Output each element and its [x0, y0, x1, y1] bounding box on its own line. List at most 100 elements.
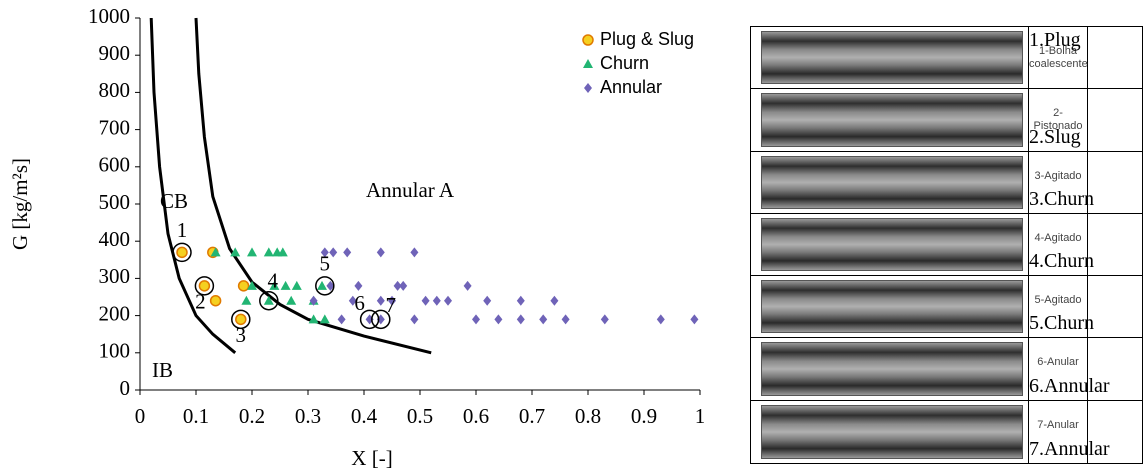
- flow-label: 6.Annular: [1029, 374, 1110, 397]
- x-tick-label: 0.4: [351, 404, 378, 428]
- y-tick-label: 600: [99, 153, 131, 177]
- x-tick-label: 0: [135, 404, 146, 428]
- caption-cell: 6-Anular 6.Annular: [1028, 338, 1110, 400]
- caption: 2-Pistonado: [1033, 107, 1083, 133]
- data-point: [263, 247, 274, 257]
- flow-label: 7.Annular: [1029, 437, 1110, 460]
- caption-cell: 7-Anular 7.Annular: [1028, 400, 1110, 463]
- image-table: 1-Bolha coalescente 1.Plug 2-Pistonado 2…: [750, 26, 1143, 464]
- annotation-circle: [194, 276, 215, 296]
- data-point: [421, 295, 430, 306]
- data-point: [472, 314, 480, 325]
- data-point: [337, 314, 346, 325]
- data-point: [354, 280, 363, 291]
- flow-label: 4.Churn: [1029, 250, 1094, 273]
- data-point: [516, 314, 525, 325]
- region-label: Annular A: [366, 178, 455, 202]
- annotation-label: 4: [268, 269, 279, 293]
- x-tick-label: 0.7: [519, 404, 545, 428]
- y-tick-label: 400: [99, 227, 131, 251]
- caption-cell: 4-Agitado 4.Churn: [1028, 213, 1094, 276]
- caption: 1-Bolha coalescente: [1029, 45, 1088, 70]
- flow-image: [761, 342, 1023, 396]
- table-row: 2-Pistonado 2.Slug: [751, 89, 1142, 152]
- x-tick-label: 1: [695, 404, 706, 428]
- data-point: [399, 280, 408, 291]
- data-point: [176, 246, 188, 259]
- legend-label: Churn: [600, 53, 649, 73]
- caption-cell: 1-Bolha coalescente 1.Plug: [1028, 27, 1088, 89]
- data-point: [410, 247, 419, 258]
- x-tick-label: 0.8: [575, 404, 601, 428]
- data-point: [690, 314, 699, 325]
- annotation-circle: [231, 309, 251, 330]
- legend-marker: [583, 59, 593, 68]
- data-point: [320, 247, 329, 258]
- x-tick-label: 0.3: [295, 404, 321, 428]
- data-point: [516, 295, 525, 306]
- y-tick-label: 700: [99, 115, 131, 139]
- flow-image: [761, 280, 1023, 334]
- data-point: [237, 280, 250, 292]
- data-point: [247, 280, 257, 290]
- table-row: 4-Agitado 4.Churn: [751, 213, 1142, 277]
- data-point: [241, 295, 252, 305]
- flow-image: [761, 31, 1023, 85]
- table-row: 6-Anular 6.Annular: [751, 338, 1142, 401]
- annotation-circle: [259, 290, 279, 311]
- x-axis-label: X [-]: [351, 446, 392, 470]
- data-point: [600, 314, 609, 325]
- data-point: [410, 314, 419, 325]
- boundary-curve: [194, 17, 432, 355]
- table-row: 7-Anular 7.Annular: [751, 400, 1142, 463]
- caption: 6-Anular: [1037, 356, 1079, 369]
- annotation-label: 6: [354, 291, 365, 315]
- annotation-label: 2: [195, 290, 206, 314]
- data-point: [326, 280, 335, 291]
- flow-label: 3.Churn: [1029, 187, 1094, 210]
- flow-label: 2.Slug: [1029, 125, 1081, 148]
- data-point: [494, 314, 503, 325]
- data-point: [483, 295, 492, 306]
- table-row: 5-Agitado 5.Churn: [751, 276, 1142, 339]
- y-tick-label: 0: [120, 376, 131, 400]
- caption-cell: 3-Agitado 3.Churn: [1028, 151, 1094, 213]
- data-point: [308, 314, 319, 324]
- y-tick-label: 300: [99, 264, 131, 288]
- data-point: [210, 247, 221, 257]
- data-point: [247, 247, 257, 257]
- data-point: [319, 314, 330, 324]
- data-point: [550, 295, 559, 306]
- caption: 7-Anular: [1037, 418, 1079, 431]
- annotation-circle: [371, 309, 391, 330]
- data-point: [393, 280, 402, 291]
- flow-label: 5.Churn: [1029, 312, 1094, 335]
- caption-cell: 2-Pistonado 2.Slug: [1028, 89, 1088, 151]
- x-tick-label: 0.2: [239, 404, 265, 428]
- flow-image: [761, 93, 1023, 147]
- chart: G [kg/m²s] X [-] Annular A 0100200300400…: [8, 4, 706, 470]
- data-point: [269, 280, 280, 290]
- data-point: [561, 314, 570, 325]
- caption-cell: 5-Agitado 5.Churn: [1028, 276, 1094, 338]
- y-tick-label: 500: [99, 190, 131, 214]
- caption: 5-Agitado: [1034, 294, 1082, 307]
- annotation-circle: [315, 276, 335, 296]
- table-row: 3-Agitado 3.Churn: [751, 151, 1142, 214]
- data-point: [286, 295, 297, 305]
- y-tick-label: 900: [99, 41, 131, 65]
- legend-marker: [584, 83, 592, 93]
- annotation-label: 7: [386, 293, 397, 317]
- data-point: [376, 295, 385, 306]
- data-point: [329, 247, 338, 258]
- y-tick-label: 800: [99, 78, 131, 102]
- x-tick-label: 0.1: [183, 404, 209, 428]
- data-point: [376, 247, 385, 258]
- y-tick-label: 100: [99, 339, 131, 363]
- data-point: [348, 295, 357, 306]
- annotation-label: 5: [320, 252, 331, 276]
- data-point: [432, 295, 441, 306]
- x-tick-label: 0.6: [463, 404, 489, 428]
- data-point: [198, 280, 211, 292]
- legend-label: Annular: [600, 77, 662, 97]
